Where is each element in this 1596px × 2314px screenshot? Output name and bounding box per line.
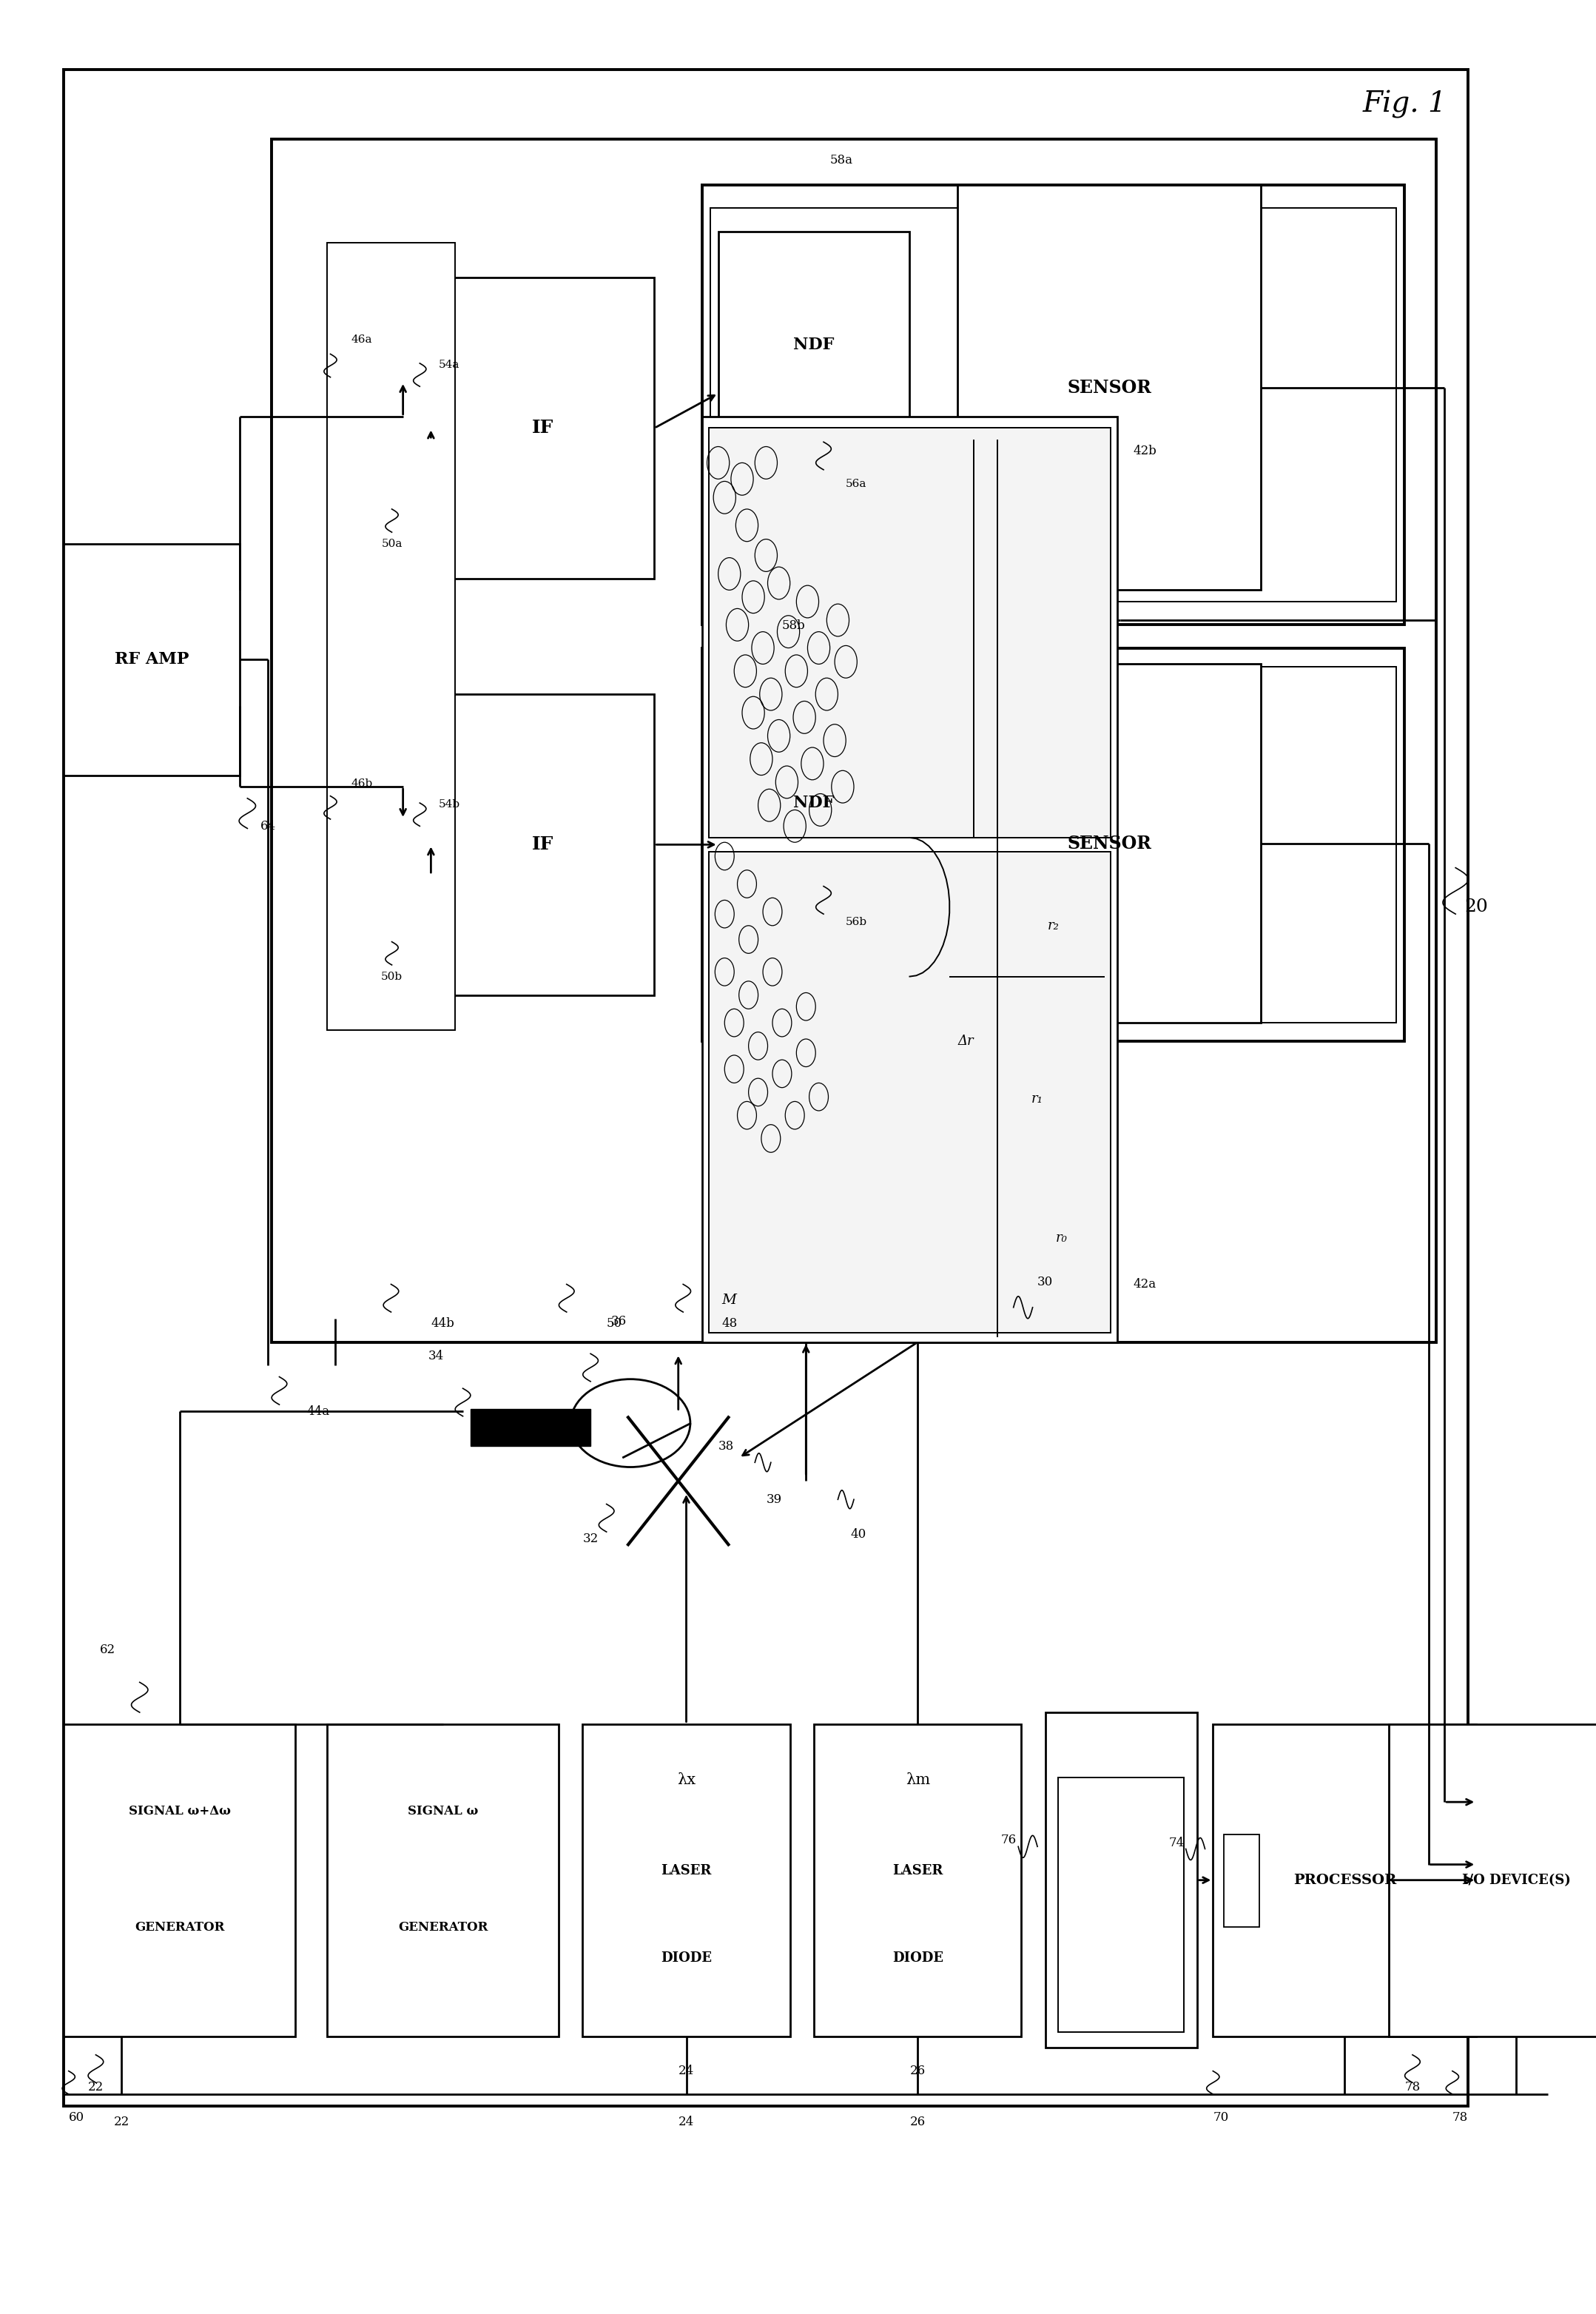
Text: 32: 32 [583, 1532, 598, 1546]
Bar [327, 243, 455, 1030]
Text: 78: 78 [1404, 2080, 1420, 2094]
Bar [702, 648, 1404, 1041]
Text: IF: IF [531, 419, 554, 437]
Text: DIODE: DIODE [661, 1951, 712, 1965]
Text: 56b: 56b [846, 916, 867, 928]
Bar [375, 819, 431, 930]
Bar [958, 185, 1261, 590]
Bar [375, 382, 431, 498]
Text: M: M [721, 1294, 736, 1307]
Text: GENERATOR: GENERATOR [397, 1921, 488, 1932]
Text: 22: 22 [88, 2080, 104, 2094]
Bar [702, 185, 1404, 625]
Text: 78: 78 [1452, 2110, 1468, 2124]
Bar [583, 1724, 790, 2036]
Text: 76: 76 [1001, 1833, 1017, 1847]
Text: I/O DEVICE(S): I/O DEVICE(S) [1462, 1874, 1570, 1886]
Text: 58a: 58a [830, 155, 852, 167]
Text: LASER: LASER [892, 1865, 943, 1877]
Text: 70: 70 [1213, 2110, 1229, 2124]
Bar [64, 69, 1468, 2106]
Text: λm: λm [905, 1773, 930, 1786]
Text: 24: 24 [678, 2115, 694, 2129]
Text: 44a: 44a [306, 1405, 329, 1418]
Text: 56a: 56a [846, 479, 867, 488]
Text: 42b: 42b [1133, 444, 1157, 458]
Bar [64, 1724, 295, 2036]
Text: NDF: NDF [793, 336, 835, 354]
Text: 48: 48 [721, 1317, 737, 1331]
Text: 50a: 50a [381, 539, 402, 548]
Bar [64, 544, 239, 775]
Text: 24: 24 [678, 2064, 694, 2078]
Bar [718, 706, 910, 983]
Text: 26: 26 [910, 2115, 926, 2129]
Bar [709, 852, 1111, 1333]
Bar [271, 139, 1436, 1342]
Text: 42a: 42a [1133, 1277, 1156, 1291]
Bar [1224, 1835, 1259, 1928]
Bar [1045, 1712, 1197, 2048]
Text: SIGNAL ω+Δω: SIGNAL ω+Δω [129, 1805, 230, 1819]
Bar [471, 1409, 591, 1446]
Text: 26: 26 [910, 2064, 926, 2078]
Text: r₂: r₂ [1047, 919, 1060, 933]
Text: SIGNAL ω: SIGNAL ω [407, 1805, 479, 1819]
Text: 74: 74 [1168, 1837, 1184, 1849]
Text: 50: 50 [606, 1317, 622, 1331]
Text: SENSOR: SENSOR [1068, 835, 1151, 852]
Bar [327, 1724, 559, 2036]
Text: 54b: 54b [439, 801, 461, 810]
Bar [1213, 1724, 1476, 2036]
Text: 30: 30 [1037, 1275, 1053, 1289]
Bar [958, 664, 1261, 1023]
Text: 40: 40 [851, 1527, 867, 1541]
Text: 64: 64 [260, 819, 276, 833]
Text: 62: 62 [101, 1643, 115, 1657]
Text: 20: 20 [1465, 898, 1487, 916]
Bar [710, 666, 1396, 1023]
Text: 54a: 54a [439, 361, 460, 370]
Bar [1389, 1724, 1596, 2036]
Text: 39: 39 [766, 1493, 782, 1506]
Text: Fig. 1: Fig. 1 [1363, 90, 1446, 118]
Text: 46a: 46a [351, 336, 372, 345]
Bar [431, 278, 654, 578]
Text: r₀: r₀ [1055, 1231, 1068, 1245]
Bar [431, 694, 654, 995]
Text: SENSOR: SENSOR [1068, 379, 1151, 396]
Text: PROCESSOR: PROCESSOR [1293, 1874, 1396, 1886]
Text: 44b: 44b [431, 1317, 455, 1331]
Bar [814, 1724, 1021, 2036]
Text: λx: λx [677, 1773, 696, 1786]
Bar [702, 417, 1117, 1342]
Bar [710, 208, 1396, 602]
Text: 46b: 46b [351, 780, 373, 789]
Text: Δr: Δr [958, 1034, 974, 1048]
Text: 60: 60 [69, 2110, 85, 2124]
Text: NDF: NDF [793, 794, 835, 812]
Bar [1058, 1777, 1184, 2032]
Text: DIODE: DIODE [892, 1951, 943, 1965]
Text: 36: 36 [611, 1314, 627, 1328]
Text: RF AMP: RF AMP [115, 650, 188, 669]
Text: 34: 34 [428, 1349, 444, 1363]
Text: LASER: LASER [661, 1865, 712, 1877]
Text: 58b: 58b [782, 620, 806, 632]
Text: IF: IF [531, 835, 554, 854]
Text: 38: 38 [718, 1439, 734, 1453]
Text: GENERATOR: GENERATOR [134, 1921, 225, 1932]
Bar [718, 231, 910, 555]
Text: 50b: 50b [381, 972, 402, 981]
Bar [709, 428, 1111, 838]
Text: r₁: r₁ [1031, 1092, 1044, 1106]
Text: 22: 22 [113, 2115, 129, 2129]
